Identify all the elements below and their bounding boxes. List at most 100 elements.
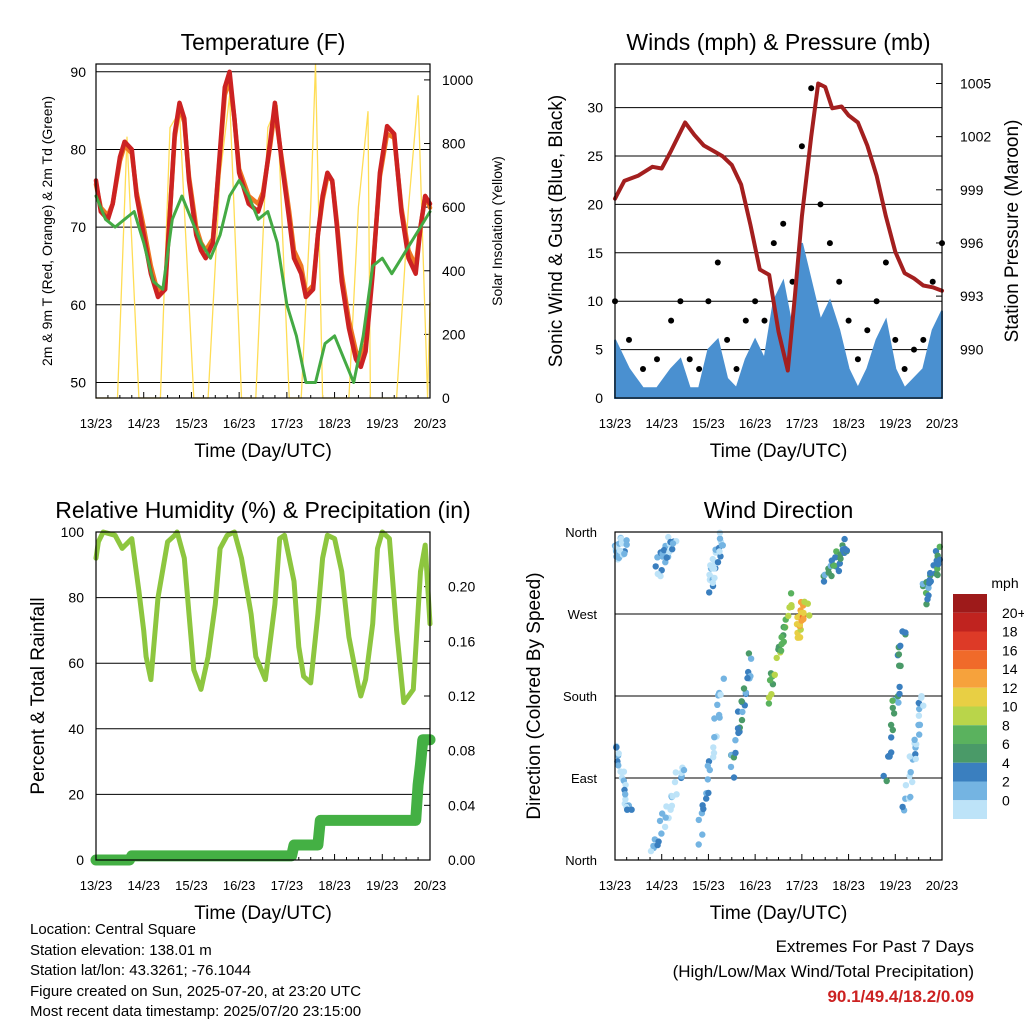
winds-y2-tick-label: 999 [960, 182, 984, 198]
colorbar-swatch [953, 594, 987, 613]
wind-direction-point [777, 647, 785, 654]
wind-direction-point [890, 710, 898, 717]
wind-direction-point [672, 769, 679, 776]
wind-direction-point [732, 737, 739, 744]
latest-timestamp: Most recent data timestamp: 2025/07/20 2… [30, 1003, 362, 1020]
wind-direction-title: Wind Direction [704, 497, 854, 523]
wind-direction-point [716, 535, 724, 542]
wind-direction-point [899, 628, 906, 635]
wind-direction-point [765, 700, 773, 707]
humidity-frame [95, 531, 431, 861]
wind-direction-point [887, 721, 895, 729]
winds-gust-point [911, 346, 917, 353]
wind-direction-point [830, 562, 838, 569]
winds-x-tick-label: 13/23 [599, 416, 632, 431]
wind-direction-point [895, 651, 903, 658]
temperature-x-tick-label: 17/23 [271, 416, 304, 431]
wind-direction-point [744, 674, 751, 682]
winds-gust-point [677, 298, 684, 305]
humidity-x-tick-label: 18/23 [318, 878, 351, 893]
wind-direction-point [916, 731, 923, 738]
wind-direction-point [717, 691, 724, 698]
wind-direction-point [896, 690, 903, 698]
wind-direction-point [889, 697, 896, 704]
winds-gust-point [770, 240, 777, 247]
wind-direction-point [671, 778, 679, 786]
wind-direction-point [668, 802, 676, 809]
wind-direction-point [710, 744, 717, 751]
humidity-xlabel: Time (Day/UTC) [194, 903, 332, 924]
wind-direction-point [800, 609, 807, 617]
wind-direction-point [911, 736, 918, 743]
humidity-x-tick-label: 13/23 [80, 878, 113, 893]
station-elevation: Station elevation: 138.01 m [30, 941, 212, 959]
winds-ylabel: Sonic Wind & Gust (Blue, Black) [546, 95, 567, 367]
winds-gust-point [686, 356, 693, 363]
winds-gust-point [789, 278, 796, 285]
wind-direction-point [820, 578, 828, 585]
winds-gust-point [929, 278, 936, 285]
wind-direction-point [773, 654, 780, 662]
wind-direction-y-tick-label: East [571, 771, 597, 786]
wind-direction-point [906, 753, 913, 760]
winds-y-tick-label: 25 [587, 148, 603, 164]
wind-direction-x-tick-label: 15/23 [692, 878, 725, 893]
colorbar-label: 2 [1002, 774, 1010, 790]
wind-direction-ylabel: Direction (Colored By Speed) [524, 572, 545, 819]
extremes-box: Extremes For Past 7 Days (High/Low/Max W… [673, 934, 974, 1009]
winds-x-tick-label: 20/23 [926, 416, 959, 431]
winds-panel: Winds (mph) & Pressure (mb) 13/23 14/23 15/… [546, 29, 1023, 462]
wind-direction-point [738, 698, 745, 705]
wind-direction-point [661, 823, 669, 831]
winds-gust-point [901, 366, 908, 372]
wind-direction-point [912, 755, 919, 763]
colorbar-label: 8 [1002, 717, 1010, 733]
winds-gust-point [873, 298, 880, 305]
winds-gust-point [761, 317, 768, 324]
winds-x-tick-label: 19/23 [879, 416, 912, 431]
wind-direction-panel: Wind Direction 13/23 14/23 15/23 16/23 17/23 1… [524, 497, 1024, 924]
wind-direction-point [778, 640, 785, 648]
temperature-series-2m-td [94, 179, 432, 384]
wind-direction-point [889, 704, 896, 712]
winds-y-tick-label: 15 [587, 245, 603, 261]
colorbar-label: 6 [1002, 736, 1010, 752]
wind-direction-point [623, 537, 630, 544]
wind-direction-point [745, 650, 753, 657]
wind-direction-point [730, 774, 738, 781]
wind-direction-point [925, 584, 932, 591]
wind-direction-point [916, 721, 924, 728]
temperature-frame [95, 63, 431, 399]
winds-y-tick-label: 10 [587, 293, 603, 309]
wind-direction-point [800, 615, 807, 622]
wind-direction-point [778, 634, 785, 641]
temperature-y2-tick-label: 1000 [442, 72, 473, 88]
winds-gust-point [798, 143, 805, 150]
station-location: Location: Central Square [30, 921, 196, 938]
wind-direction-point [613, 743, 620, 751]
temperature-xlabel: Time (Day/UTC) [194, 441, 332, 462]
winds-y2-tick-label: 990 [960, 341, 984, 357]
temperature-x-tick-label: 18/23 [318, 416, 351, 431]
wind-direction-point [785, 612, 792, 620]
wind-direction-point [927, 569, 934, 577]
winds-gust-point [920, 336, 927, 343]
temperature-ylabel: 2m & 9m T (Red, Orange) & 2m Td (Green) [39, 96, 55, 366]
wind-direction-point [700, 805, 707, 813]
colorbar-swatch [953, 669, 987, 688]
wind-direction-point [662, 814, 669, 821]
colorbar-label: 12 [1002, 680, 1018, 696]
winds-y-tick-label: 0 [595, 390, 603, 406]
winds-y-tick-label: 20 [587, 196, 603, 212]
winds-gust-point [640, 366, 646, 372]
colorbar-label: 4 [1002, 755, 1010, 771]
humidity-x-tick-label: 17/23 [271, 878, 304, 893]
winds-x-tick-label: 17/23 [786, 416, 819, 431]
humidity-x-tick-label: 19/23 [366, 878, 399, 893]
temperature-x-tick-label: 16/23 [223, 416, 256, 431]
wind-direction-point [781, 624, 789, 631]
winds-gust-point [714, 259, 721, 266]
colorbar-label: 16 [1002, 642, 1018, 658]
wind-direction-point [628, 806, 635, 813]
wind-direction-y-tick-label: North [565, 525, 597, 540]
